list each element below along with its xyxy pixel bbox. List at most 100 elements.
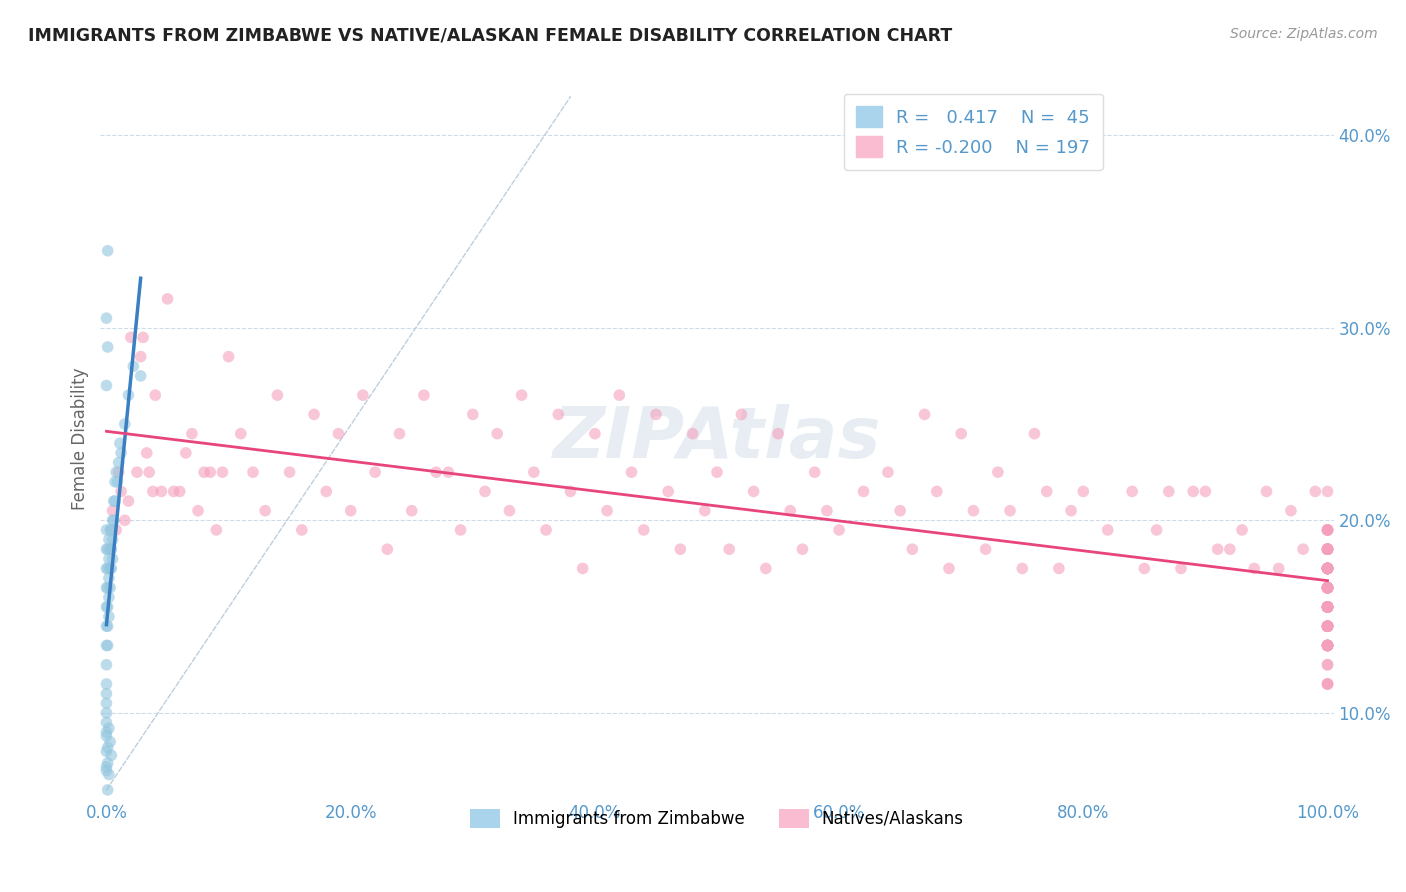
Point (1316, 581, 1339, 595)
Point (96, 677, 118, 691)
Point (1316, 561, 1339, 575)
Point (107, 465, 129, 479)
Point (375, 542, 398, 557)
Point (101, 551, 124, 566)
Point (1316, 561, 1339, 575)
Point (1060, 504, 1083, 518)
Point (122, 359, 145, 374)
Point (117, 494, 139, 508)
Point (1047, 561, 1070, 575)
Point (1316, 639, 1339, 653)
Point (1206, 542, 1229, 557)
Point (107, 475, 129, 489)
Point (1316, 619, 1339, 633)
Point (97, 740, 120, 755)
Point (352, 388, 374, 402)
Point (97, 721, 120, 735)
Point (302, 408, 325, 422)
Point (97, 533, 120, 547)
Point (1316, 639, 1339, 653)
Point (1316, 599, 1339, 614)
Point (291, 523, 314, 537)
Point (388, 426, 411, 441)
Point (1316, 561, 1339, 575)
Point (100, 523, 122, 537)
Point (461, 408, 484, 422)
Point (100, 561, 122, 575)
Point (169, 484, 191, 499)
Point (96, 542, 118, 557)
Point (174, 446, 197, 460)
Point (1316, 581, 1339, 595)
Point (1316, 561, 1339, 575)
Point (96, 523, 118, 537)
Point (437, 465, 460, 479)
Point (1194, 484, 1216, 499)
Point (1316, 677, 1339, 691)
Point (97, 591, 120, 605)
Point (1316, 561, 1339, 575)
Point (98, 735, 121, 749)
Point (1316, 599, 1339, 614)
Point (1097, 523, 1119, 537)
Point (1316, 599, 1339, 614)
Point (1316, 561, 1339, 575)
Point (1035, 484, 1057, 499)
Point (1316, 599, 1339, 614)
Point (96, 729, 118, 743)
Point (1316, 639, 1339, 653)
Point (669, 542, 692, 557)
Point (1011, 561, 1033, 575)
Point (96, 581, 118, 595)
Point (1256, 484, 1278, 499)
Point (1316, 561, 1339, 575)
Point (97, 551, 120, 566)
Point (1182, 484, 1205, 499)
Point (1316, 523, 1339, 537)
Point (110, 484, 132, 499)
Point (108, 436, 131, 450)
Point (162, 484, 184, 499)
Point (1024, 426, 1046, 441)
Point (1316, 484, 1339, 499)
Point (101, 533, 124, 547)
Point (181, 426, 204, 441)
Point (315, 484, 337, 499)
Point (1316, 581, 1339, 595)
Point (1316, 581, 1339, 595)
Point (97, 244, 120, 258)
Point (254, 504, 277, 518)
Point (1316, 581, 1339, 595)
Point (792, 542, 814, 557)
Point (98, 581, 121, 595)
Point (534, 523, 557, 537)
Point (645, 408, 668, 422)
Point (693, 504, 716, 518)
Point (1316, 599, 1339, 614)
Point (97, 571, 120, 585)
Point (114, 513, 136, 527)
Point (1316, 619, 1339, 633)
Point (889, 504, 911, 518)
Point (100, 542, 122, 557)
Point (242, 465, 264, 479)
Point (1316, 599, 1339, 614)
Point (474, 484, 496, 499)
Point (96, 561, 118, 575)
Point (779, 504, 801, 518)
Point (1316, 542, 1339, 557)
Point (96, 687, 118, 701)
Point (135, 446, 157, 460)
Point (1316, 639, 1339, 653)
Point (1316, 581, 1339, 595)
Point (1316, 619, 1339, 633)
Point (100, 748, 122, 763)
Point (97, 542, 120, 557)
Text: Source: ZipAtlas.com: Source: ZipAtlas.com (1230, 27, 1378, 41)
Point (1133, 561, 1156, 575)
Point (1316, 581, 1339, 595)
Point (96, 760, 118, 774)
Point (1316, 619, 1339, 633)
Point (1316, 561, 1339, 575)
Point (110, 446, 132, 460)
